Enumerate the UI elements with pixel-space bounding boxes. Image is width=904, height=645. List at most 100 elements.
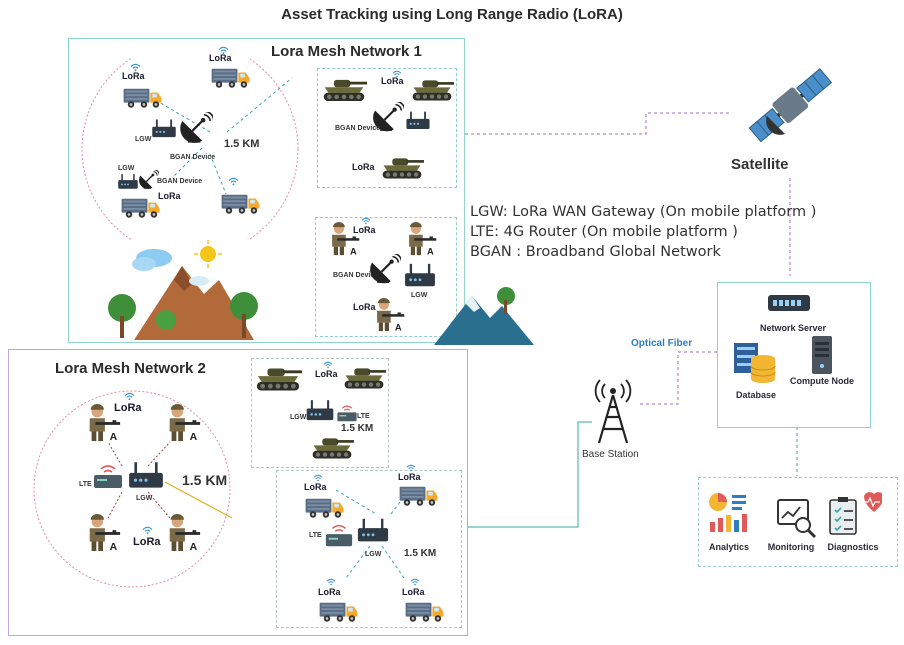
- truck-icon: [120, 196, 162, 220]
- satellite-icon: [748, 68, 833, 143]
- truck-icon: [220, 192, 262, 216]
- truck-icon: [318, 600, 360, 624]
- bgan-device-label: BGAN Device: [335, 125, 381, 132]
- wifi-icon: [313, 474, 323, 482]
- satellite-label: Satellite: [731, 156, 789, 173]
- compute-node-label: Compute Node: [790, 376, 854, 386]
- network-server-icon: [768, 295, 810, 311]
- wifi-icon: [124, 392, 135, 401]
- network-2-title: Lora Mesh Network 2: [55, 360, 206, 377]
- lora-label: LoRa: [315, 369, 338, 379]
- satellite-dish-icon: [367, 254, 401, 288]
- apps-box: [698, 477, 898, 567]
- range-label: 1.5 KM: [404, 548, 437, 559]
- bgan-device-label: BGAN Device: [170, 154, 216, 161]
- router-icon: [405, 110, 431, 132]
- cell-tower-icon: [594, 379, 632, 444]
- network-1-range-circle: [81, 58, 299, 240]
- lora-mesh-network-1: [68, 38, 465, 343]
- lte-router-icon: [336, 404, 358, 422]
- lgw-label: LGW: [290, 414, 307, 421]
- database-icon: [734, 343, 776, 383]
- wifi-icon: [410, 578, 420, 586]
- range-label: 1.5 KM: [224, 138, 260, 150]
- lte-label: LTE: [357, 413, 370, 420]
- truck-icon: [210, 66, 252, 90]
- analytics-label: Analytics: [708, 542, 750, 552]
- tank-icon: [380, 154, 424, 182]
- router-icon: [356, 514, 390, 548]
- lte-label: LTE: [309, 532, 322, 539]
- tank-icon: [410, 76, 454, 104]
- lora-label: LoRa: [398, 472, 421, 482]
- database-label: Database: [735, 390, 777, 400]
- diagnostics-icon: [829, 492, 882, 535]
- truck-icon: [398, 484, 440, 508]
- network-2-range-circle: [33, 390, 233, 588]
- router-icon: [127, 460, 165, 492]
- tank-icon: [342, 364, 386, 392]
- lora-label: LoRa: [381, 76, 404, 86]
- lora-label: LoRa: [158, 191, 181, 201]
- lora-label: LoRa: [352, 162, 375, 172]
- router-icon: [117, 172, 139, 192]
- tank-subnet-box: [251, 358, 389, 468]
- lora-label: LoRa: [353, 302, 376, 312]
- base-station-label: Base Station: [582, 449, 639, 460]
- lte-router-icon: [324, 522, 354, 548]
- lora-label: LoRa: [402, 587, 425, 597]
- compute-node-icon: [812, 336, 832, 374]
- lora-label: LoRa: [304, 482, 327, 492]
- analytics-icon: [709, 493, 747, 532]
- bgan-device-label: BGAN Device: [157, 178, 203, 185]
- lgw-label: LGW: [118, 165, 135, 172]
- tank-subnet-box: [317, 68, 457, 188]
- tank-icon: [310, 434, 354, 462]
- router-icon: [150, 118, 178, 140]
- soldier-icon: [372, 298, 406, 332]
- soldier-subnet-box: [315, 217, 457, 337]
- soldier-icon: [404, 222, 438, 256]
- legend-bgan: BGAN : Broadband Global Network: [470, 244, 721, 260]
- satellite-dish-icon: [177, 112, 213, 148]
- network-1-title: Lora Mesh Network 1: [271, 43, 422, 60]
- lora-mesh-network-2: [8, 349, 468, 636]
- wifi-icon: [326, 578, 336, 586]
- mountain-landscape-icon: [108, 240, 258, 340]
- soldier-icon: [164, 514, 202, 552]
- lora-label: LoRa: [114, 402, 142, 414]
- tank-icon: [254, 364, 302, 394]
- mountain-icon: [434, 287, 534, 345]
- wifi-icon: [361, 217, 371, 225]
- diagnostics-label: Diagnostics: [827, 542, 879, 552]
- satellite-dish-icon: [137, 170, 159, 192]
- truck-icon: [122, 86, 164, 110]
- lte-router-icon: [92, 462, 124, 490]
- legend-lgw: LGW: LoRa WAN Gateway (On mobile platfor…: [470, 204, 817, 220]
- wifi-icon: [142, 526, 153, 535]
- lora-label: LoRa: [353, 225, 376, 235]
- lte-label: LTE: [79, 481, 92, 488]
- lora-label: LoRa: [133, 536, 161, 548]
- lgw-label: LGW: [135, 136, 152, 143]
- lora-label: LoRa: [122, 71, 145, 81]
- server-box: [717, 282, 871, 428]
- monitoring-icon: [777, 499, 817, 539]
- optical-fiber-label: Optical Fiber: [631, 338, 693, 349]
- soldier-icon: [164, 404, 202, 442]
- lora-label: LoRa: [318, 587, 341, 597]
- truck-subnet-box: [276, 470, 462, 628]
- wifi-icon: [228, 177, 239, 186]
- network-server-label: Network Server: [759, 323, 827, 333]
- lgw-label: LGW: [411, 292, 428, 299]
- monitoring-label: Monitoring: [767, 542, 815, 552]
- legend: LGW: LoRa WAN Gateway (On mobile platfor…: [470, 202, 816, 262]
- page-title: Asset Tracking using Long Range Radio (L…: [281, 6, 623, 23]
- wifi-icon: [406, 464, 416, 472]
- legend-lte: LTE: 4G Router (On mobile platform ): [470, 224, 738, 240]
- truck-icon: [404, 600, 446, 624]
- range-label: 1.5 KM: [182, 472, 228, 488]
- lgw-label: LGW: [365, 551, 382, 558]
- truck-icon: [304, 496, 346, 520]
